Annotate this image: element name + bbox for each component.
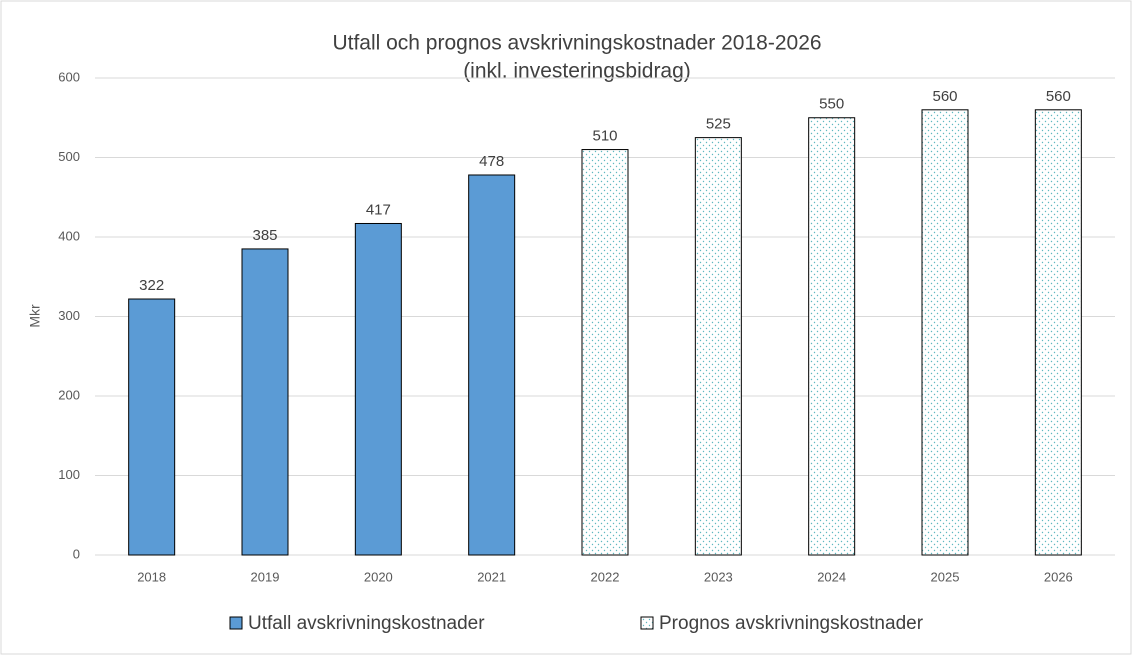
data-label: 510 — [592, 128, 617, 145]
y-tick-label: 600 — [58, 69, 80, 84]
x-tick-label: 2023 — [704, 569, 733, 584]
x-tick-label: 2020 — [364, 569, 393, 584]
data-label: 478 — [479, 153, 504, 170]
bar — [581, 149, 629, 556]
y-axis-label: Mkr — [27, 304, 43, 328]
y-tick-label: 300 — [58, 308, 80, 323]
bar — [128, 298, 176, 556]
data-label: 417 — [366, 201, 391, 218]
x-tick-label: 2024 — [817, 569, 846, 584]
y-tick-label: 400 — [58, 228, 80, 243]
y-tick-label: 500 — [58, 149, 80, 164]
data-label: 385 — [252, 227, 277, 244]
bar — [468, 174, 516, 556]
bar — [694, 137, 742, 556]
legend-label: Prognos avskrivningskostnader — [659, 613, 924, 634]
bar — [921, 109, 969, 556]
y-tick-label: 100 — [58, 467, 80, 482]
x-tick-label: 2018 — [137, 569, 166, 584]
x-tick-label: 2026 — [1044, 569, 1073, 584]
data-label: 560 — [1046, 88, 1071, 105]
legend-swatch — [229, 616, 243, 630]
bar — [241, 248, 289, 556]
legend-label: Utfall avskrivningskostnader — [248, 613, 485, 634]
data-label: 322 — [139, 277, 164, 294]
legend-swatch — [640, 616, 654, 630]
x-tick-label: 2022 — [591, 569, 620, 584]
bar — [354, 222, 402, 556]
data-label: 525 — [706, 116, 731, 133]
data-label: 550 — [819, 96, 844, 113]
y-tick-label: 200 — [58, 387, 80, 402]
bar — [1034, 109, 1082, 556]
chart-title: Utfall och prognos avskrivningskostnader… — [332, 32, 821, 55]
x-tick-label: 2025 — [931, 569, 960, 584]
y-tick-label: 0 — [73, 546, 80, 561]
x-tick-label: 2021 — [477, 569, 506, 584]
x-tick-label: 2019 — [251, 569, 280, 584]
chart-subtitle: (inkl. investeringsbidrag) — [463, 60, 691, 83]
bar — [808, 117, 856, 556]
data-label: 560 — [932, 88, 957, 105]
